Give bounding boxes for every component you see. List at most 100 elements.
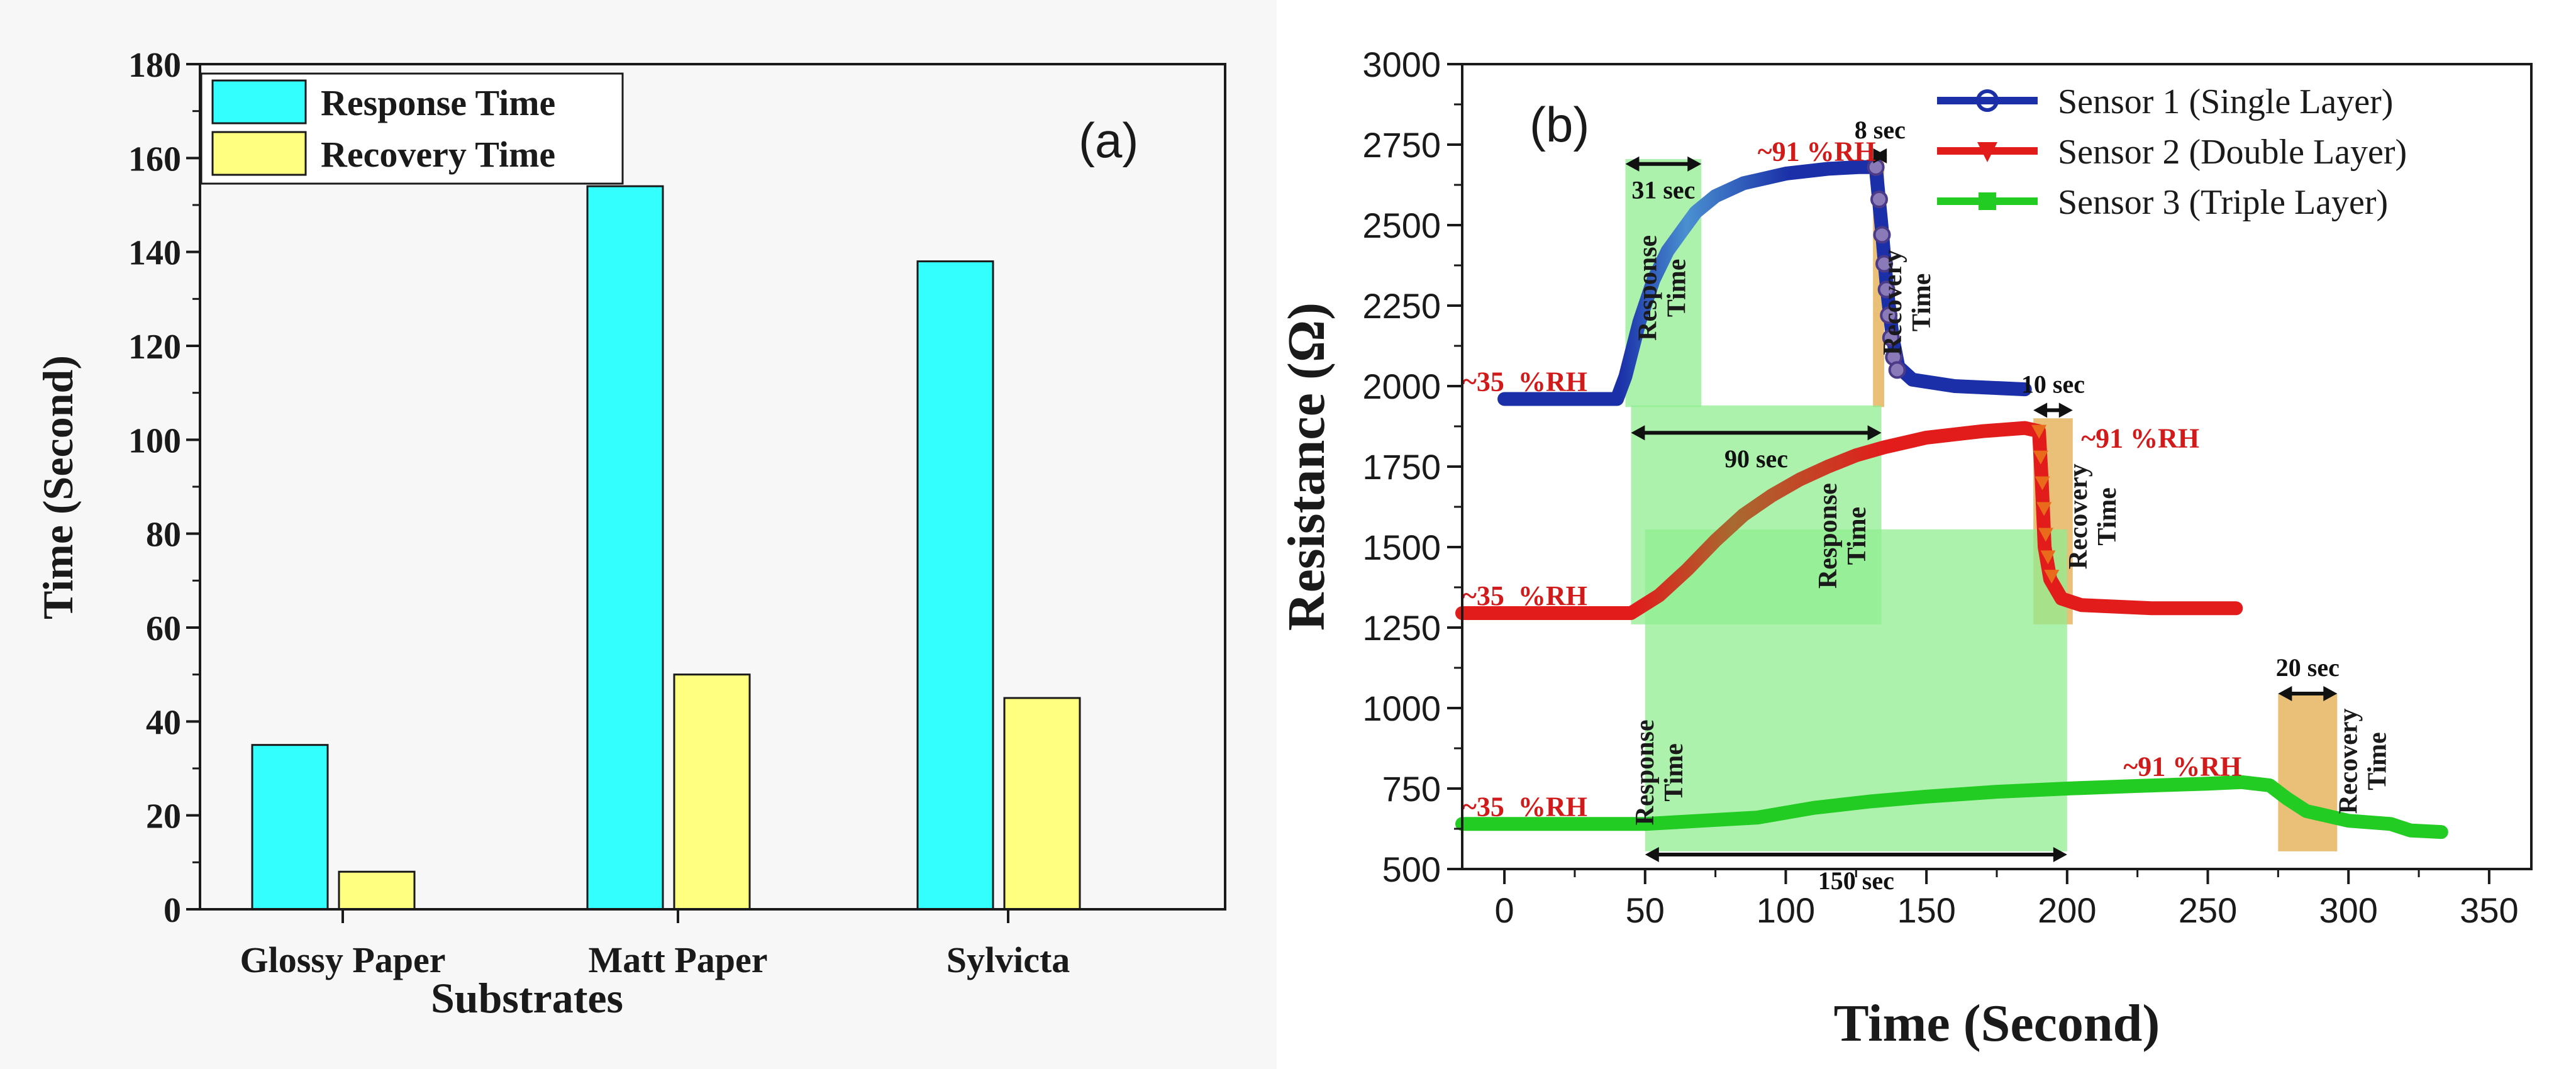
y-tick-label-0: 0 (164, 891, 181, 930)
region-label-line-2: Time (2363, 732, 2392, 790)
time-arrow-label: 20 sec (2276, 653, 2340, 682)
sensor-2-markers (2031, 424, 2060, 584)
y-tick-label-40: 40 (146, 703, 181, 742)
panel-b-series (1455, 158, 2448, 839)
panel-a-label: (a) (1079, 113, 1138, 168)
time-arrow-head-left (2278, 685, 2292, 701)
sensor-1-marker-5 (1877, 280, 1896, 299)
sensor-2-marker-2 (2033, 450, 2048, 465)
legend-label-sensor-2: Sensor 2 (Double Layer) (2058, 133, 2407, 172)
legend-swatch-response-time (211, 79, 307, 125)
b-x-tick-label-100: 100 (1757, 890, 1815, 930)
bar-response-time-sylvicta (916, 260, 994, 911)
legend-label-recovery-time: Recovery Time (321, 134, 555, 175)
time-arrow-label: 31 sec (1631, 176, 1695, 204)
time-arrow-4: 10 sec (2021, 370, 2085, 418)
response-region-1 (1625, 159, 1702, 407)
b-y-tick-label-1000: 1000 (1362, 689, 1441, 728)
region-label-line-1: Response (1634, 235, 1663, 341)
b-x-tick-label-50: 50 (1626, 890, 1665, 930)
rh-annotation-4: ~91 %RH (2081, 423, 2199, 453)
panel-a: 0 20 40 60 80 100 120 140 160 180 Glossy Paper Mat… (0, 0, 1277, 1069)
legend-entry-sensor-1: Sensor 1 (Single Layer) (1937, 82, 2393, 121)
y-tick-label-180: 180 (128, 46, 181, 85)
panel-b-x-axis-title: Time (Second) (1834, 994, 2160, 1053)
series-line-sensor-3 (1455, 775, 2448, 839)
b-x-tick-label-350: 350 (2460, 890, 2518, 930)
time-arrow-head-right (2058, 402, 2073, 418)
time-arrow-label: 8 sec (1855, 116, 1906, 144)
b-x-tick-label-0: 0 (1495, 890, 1514, 930)
legend-marker-sensor-1 (1976, 89, 1999, 112)
sensor-2-marker-7 (2044, 570, 2060, 584)
legend-entry-sensor-3: Sensor 3 (Triple Layer) (1937, 183, 2388, 222)
sensor-2-marker-4 (2036, 502, 2052, 516)
rh-annotation-3: ~35 %RH (1462, 580, 1587, 611)
sensor-1-markers (1867, 158, 1906, 379)
time-arrow-head-right (1873, 148, 1887, 163)
sensor-1-marker-6 (1880, 306, 1898, 324)
legend-label-sensor-3: Sensor 3 (Triple Layer) (2058, 183, 2388, 222)
panel-a-x-axis-title: Substrates (431, 974, 623, 1022)
time-arrow-6: 20 sec (2276, 653, 2340, 701)
time-arrow-label: 10 sec (2021, 370, 2085, 398)
y-tick-label-120: 120 (128, 328, 181, 367)
region-label-12: Recovery Time (2334, 709, 2392, 814)
rh-annotation-2: ~91 %RH (1758, 136, 1876, 167)
region-label-line-2: Time (1907, 274, 1936, 332)
region-label-line-2: Time (2093, 487, 2122, 546)
x-tick-label-glossy-paper: Glossy Paper (240, 939, 445, 980)
bar-recovery-time-matt-paper (673, 673, 751, 911)
region-label-line-1: Recovery (2334, 709, 2363, 814)
region-label-9: Response Time (1814, 483, 1872, 589)
bar-recovery-time-sylvicta (1003, 697, 1081, 911)
sensor-2-marker-6 (2040, 550, 2056, 565)
b-y-tick-label-2000: 2000 (1362, 367, 1441, 406)
time-arrow-head-right (2053, 846, 2067, 862)
legend-marker-sensor-3 (1979, 192, 1996, 210)
x-tick-label-sylvicta: Sylvicta (947, 939, 1070, 980)
sensor-1-marker-2 (1870, 191, 1888, 209)
y-tick-label-140: 140 (128, 234, 181, 273)
b-y-tick-label-2250: 2250 (1362, 286, 1441, 326)
sensor-1-marker-7 (1882, 329, 1900, 347)
time-arrow-1: 31 sec (1625, 156, 1702, 204)
region-label-7: Response Time (1634, 235, 1692, 341)
b-x-tick-label-300: 300 (2319, 890, 2377, 930)
time-arrow-label: 90 sec (1724, 445, 1788, 473)
sensor-2-marker-3 (2035, 476, 2050, 490)
legend-swatch-recovery-time (211, 131, 307, 176)
legend-marker-sensor-2 (1977, 142, 1997, 162)
y-tick-label-80: 80 (146, 516, 181, 555)
region-label-line-1: Response (1631, 719, 1660, 825)
sensor-2-marker-5 (2038, 528, 2053, 542)
panel-b-x-axis: 0 50 100 150 200 250 300 350 (1495, 869, 2519, 930)
b-y-tick-label-750: 750 (1382, 769, 1441, 809)
region-label-8: Recovery Time (1879, 250, 1936, 355)
panel-b-legend: Sensor 1 (Single Layer) Sensor 2 (Double… (1937, 82, 2407, 222)
time-arrow-head-right (2323, 685, 2338, 701)
sensor-2-marker-1 (2031, 424, 2047, 439)
time-arrow-3: 90 sec (1631, 425, 1882, 473)
rh-annotation-1: ~35 %RH (1462, 367, 1587, 397)
panel-a-legend: Response Time Recovery Time (200, 72, 624, 185)
b-x-tick-label-200: 200 (2038, 890, 2096, 930)
sensor-1-marker-9 (1888, 361, 1906, 379)
b-y-tick-label-1250: 1250 (1362, 608, 1441, 648)
panel-b-annotations: ~35 %RH ~91 %RH ~35 %RH ~91 %RH ~35 %RH ~91 %… (1462, 136, 2392, 826)
b-x-tick-label-150: 150 (1897, 890, 1955, 930)
bar-response-time-glossy-paper (251, 744, 329, 911)
time-arrow-head-right (1687, 156, 1702, 172)
panel-a-y-axis-title: Time (Second) (34, 355, 82, 619)
time-arrow-head-right (1867, 425, 1882, 441)
sensor-1-marker-4 (1875, 255, 1894, 273)
region-label-line-2: Time (1663, 259, 1692, 318)
region-label-line-2: Time (1843, 507, 1872, 565)
panel-a-y-axis: 0 20 40 60 80 100 120 140 160 180 (128, 46, 200, 930)
panel-b-y-axis-title: Resistance (Ω) (1277, 302, 1336, 631)
b-y-tick-label-2750: 2750 (1362, 125, 1441, 165)
series-line-sensor-2 (1455, 421, 2243, 620)
time-arrow-head-left (1631, 425, 1645, 441)
